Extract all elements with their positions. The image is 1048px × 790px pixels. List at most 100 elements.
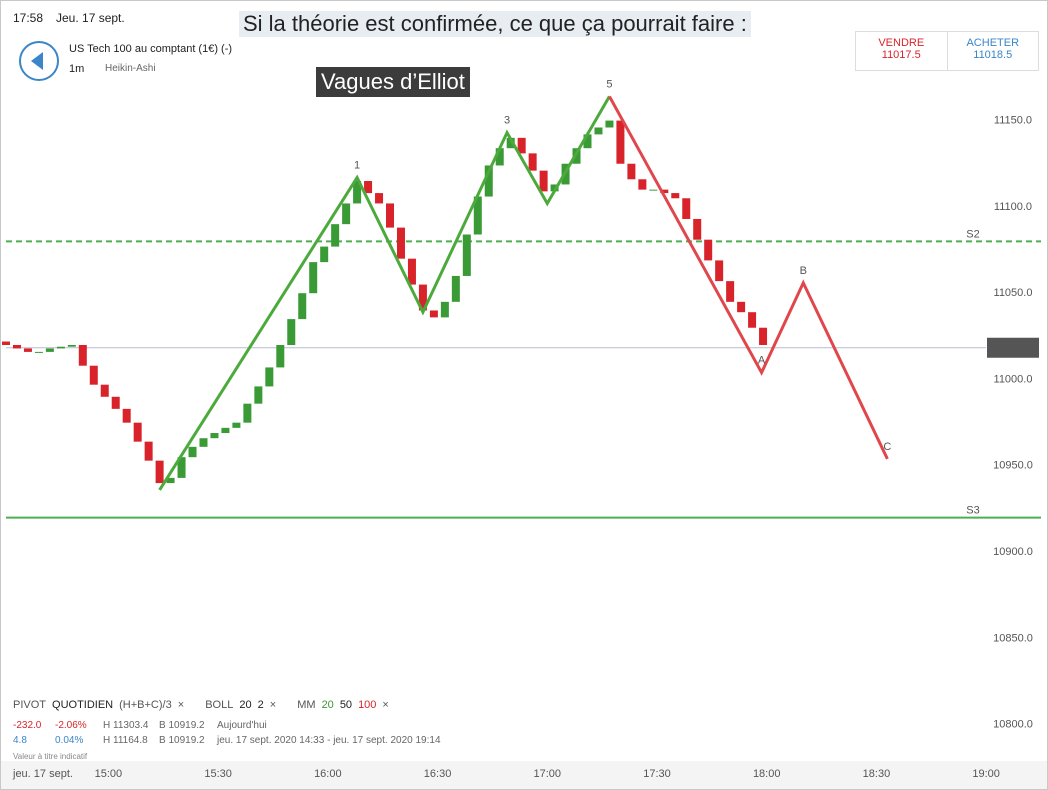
wave-label: A: [758, 355, 766, 367]
x-tick-label: 19:00: [972, 768, 1000, 780]
candle: [484, 165, 493, 197]
last-price-tag: [987, 337, 1039, 358]
candle: [254, 386, 263, 404]
candle: [726, 281, 735, 302]
candle: [418, 284, 427, 311]
sell-button[interactable]: VENDRE 11017.5: [856, 32, 948, 70]
candle: [34, 351, 43, 353]
low: B 10919.2: [159, 720, 205, 731]
candle: [166, 477, 175, 484]
wave-label: 1: [354, 159, 360, 171]
candle: [364, 181, 373, 194]
change-pct: 0.04%: [55, 735, 84, 746]
candle: [386, 203, 395, 228]
status-date: Jeu. 17 sept.: [56, 11, 125, 25]
candle: [67, 344, 76, 347]
candle: [649, 189, 658, 191]
candle: [583, 134, 592, 149]
y-tick-label: 11050.0: [994, 287, 1033, 299]
y-tick-label: 10900.0: [993, 546, 1033, 558]
candle: [737, 301, 746, 313]
pivot: PIVOT: [13, 699, 47, 711]
candle: [78, 344, 87, 366]
buy-button[interactable]: ACHETER 11018.5: [948, 32, 1039, 70]
candle: [353, 181, 362, 204]
candle: [704, 239, 713, 261]
high: H 11303.4: [103, 720, 149, 731]
candle: [528, 153, 537, 171]
candle: [495, 148, 504, 166]
candle: [660, 189, 669, 194]
candle: [23, 348, 32, 352]
indicator-legend: PIVOT QUOTIDIEN (H+B+C)/3 × BOLL 20 2 × MM 20 50…: [13, 699, 389, 711]
boll-period: 20: [239, 699, 252, 711]
candle: [473, 196, 482, 235]
y-tick-label: 11100.0: [994, 201, 1032, 213]
level-label: S3: [966, 505, 979, 517]
x-start-label: jeu. 17 sept.: [12, 768, 73, 780]
chart-style: Heikin-Ashi: [105, 63, 156, 74]
interval: 1m: [69, 63, 85, 75]
candle: [682, 198, 691, 219]
elliott-wave: [158, 95, 611, 491]
x-tick-label: 17:00: [534, 768, 562, 780]
candle: [462, 234, 471, 276]
candle: [342, 203, 351, 225]
candle: [407, 258, 416, 285]
buy-price: 11018.5: [973, 49, 1013, 61]
candle: [693, 218, 702, 240]
candle: [440, 301, 449, 318]
wave-label: C: [883, 441, 891, 453]
candle: [144, 441, 153, 461]
last-price-label: 11018.4: [994, 342, 1033, 354]
candle: [759, 327, 768, 345]
x-tick-label: 18:30: [863, 768, 891, 780]
candle: [638, 179, 647, 190]
trade-box: VENDRE 11017.5 ACHETER 11018.5: [855, 31, 1039, 71]
y-tick-label: 10850.0: [993, 632, 1033, 644]
y-tick-label: 10800.0: [993, 719, 1033, 731]
change-pct: -2.06%: [55, 720, 87, 731]
boll-dev: 2: [257, 699, 264, 711]
low: B 10919.2: [159, 735, 205, 746]
candle: [2, 341, 10, 345]
wave-label: 3: [504, 115, 510, 127]
axis-bar: [1, 761, 1047, 789]
candle: [265, 367, 274, 387]
candle: [298, 293, 307, 320]
candle: [605, 120, 614, 128]
candle: [100, 384, 109, 397]
status-time: 17:58: [13, 11, 44, 25]
mm-50: 50: [339, 699, 353, 711]
candle: [429, 310, 438, 318]
candle: [517, 137, 526, 154]
candle: [111, 396, 120, 409]
candle: [671, 193, 680, 199]
sell-price: 11017.5: [881, 49, 921, 61]
candle: [56, 346, 65, 349]
candle: [331, 224, 340, 247]
back-button[interactable]: [19, 41, 59, 81]
candle: [375, 193, 384, 204]
boll: BOLL: [205, 699, 234, 711]
mm: MM: [297, 699, 316, 711]
candle: [506, 137, 515, 149]
candle: [177, 457, 186, 478]
banner: Si la théorie est confirmée, ce que ça p…: [239, 11, 751, 37]
candle: [309, 262, 318, 294]
candle: [155, 460, 164, 484]
pivot-formula: (H+B+C)/3: [119, 699, 172, 711]
change: 4.8: [13, 735, 27, 746]
period: jeu. 17 sept. 2020 14:33 - jeu. 17 sept.…: [217, 735, 441, 746]
candle: [451, 275, 460, 302]
candle: [616, 120, 625, 164]
x-tick-label: 15:00: [95, 768, 123, 780]
change: -232.0: [13, 720, 42, 731]
wave-label: B: [800, 265, 807, 277]
instrument: US Tech 100 au comptant (1€) (-): [69, 43, 233, 55]
candle: [396, 227, 405, 259]
candle: [276, 344, 285, 368]
candle: [287, 319, 296, 345]
